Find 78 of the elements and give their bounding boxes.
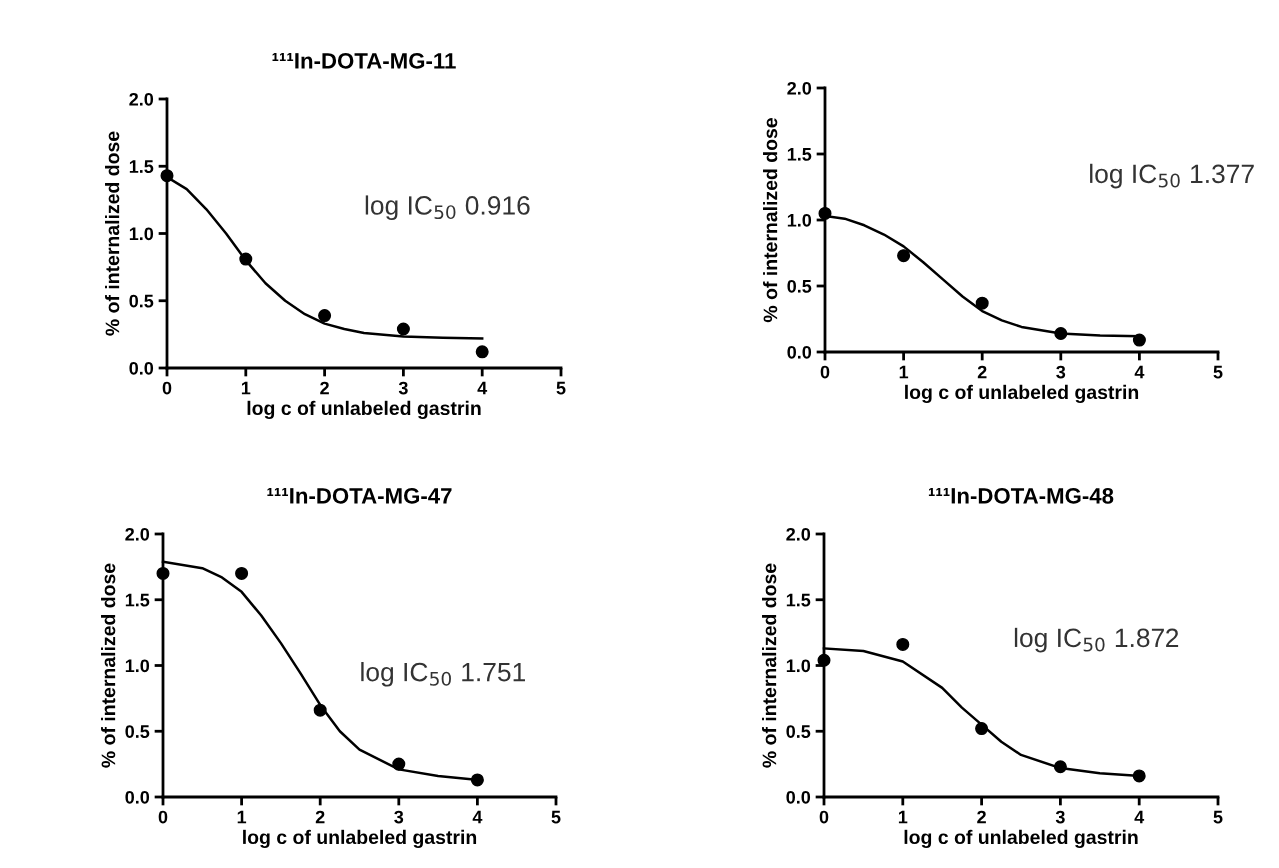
point [975,296,989,310]
x-tick-label: 4 [477,381,488,395]
x-tick-label: 2 [977,365,987,379]
y-tick-label: 1.5 [125,593,150,607]
point [817,653,831,667]
point [897,249,911,263]
y-axis-title: % of internalized dose [105,131,120,336]
point [156,566,170,580]
point [318,309,332,323]
annotation: log IC$_{50}$ 1.377 [1090,163,1254,189]
annotation: log IC$_{50}$ 1.872 [1014,627,1179,653]
point [896,637,910,651]
x-tick-label: 4 [1134,810,1145,824]
y-tick-label: 2.0 [129,92,154,106]
point [475,345,489,359]
y-tick-label: 0.0 [129,361,154,375]
x-axis-title: log c of unlabeled gastrin [243,829,477,849]
x-tick-label: 5 [1213,810,1223,824]
x-tick-label: 0 [158,810,168,824]
x-tick-label: 2 [320,381,329,395]
x-tick-label: 1 [898,810,908,824]
x-tick-label: 1 [899,365,909,379]
y-tick-label: 2.0 [786,527,811,541]
x-tick-label: 3 [1056,365,1066,379]
x-axis-title: log c of unlabeled gastrin [247,400,481,420]
y-tick-label: 1.5 [787,148,812,161]
y-tick-label: 1.0 [786,659,811,673]
x-tick-label: 4 [472,810,483,824]
point [1132,769,1146,783]
y-tick-label: 1.0 [129,227,154,241]
y-tick-label: 2.0 [125,527,150,541]
x-tick-label: 5 [551,810,561,824]
point [392,757,406,771]
point [975,722,989,736]
x-tick-label: 4 [1134,365,1145,379]
point [1132,333,1146,347]
x-tick-label: 5 [1213,365,1223,379]
y-tick-label: 1.0 [787,213,812,227]
y-tick-label: 0.5 [787,279,812,293]
y-tick-label: 0.5 [786,725,811,738]
y-tick-label: 0.5 [125,725,150,738]
point [239,252,253,266]
x-tick-label: 2 [977,810,986,824]
x-tick-label: 0 [819,810,829,824]
x-tick-label: 2 [315,810,325,824]
x-tick-label: 1 [241,381,251,395]
point [235,566,249,580]
x-tick-label: 0 [820,365,830,379]
point [160,169,174,183]
chart-title: ¹¹¹In-DOTA-MG-11 [272,52,456,69]
annotation: log IC$_{50}$ 1.751 [361,662,525,687]
y-tick-label: 1.0 [125,659,150,673]
x-tick-label: 3 [394,810,404,824]
x-axis-title: log c of unlabeled gastrin [904,829,1138,849]
x-axis-title: log c of unlabeled gastrin [905,384,1139,404]
x-tick-label: 0 [162,381,172,395]
x-tick-label: 3 [398,381,408,395]
y-tick-label: 0.0 [787,345,812,359]
y-tick-label: 2.0 [787,81,812,95]
y-axis-title: % of internalized dose [101,563,116,768]
y-tick-label: 0.5 [129,294,154,308]
x-tick-label: 3 [1055,810,1065,824]
chart-title: ¹¹¹In-DOTA-MG-47 [267,487,452,504]
annotation: log IC$_{50}$ 0.916 [365,195,530,221]
x-tick-label: 5 [556,381,566,395]
y-tick-label: 1.5 [786,593,811,607]
x-tick-label: 1 [237,810,247,824]
point [1054,327,1068,341]
y-tick-label: 1.5 [129,160,154,173]
y-axis-title: % of internalized dose [762,563,777,768]
y-tick-label: 0.0 [786,790,811,804]
point [396,322,410,336]
point [1053,760,1067,774]
point [470,773,484,787]
point [313,703,327,717]
y-axis-title: % of internalized dose [763,118,778,323]
chart-title: ¹¹¹In-DOTA-MG-48 [928,487,1114,504]
y-tick-label: 0.0 [125,790,150,804]
